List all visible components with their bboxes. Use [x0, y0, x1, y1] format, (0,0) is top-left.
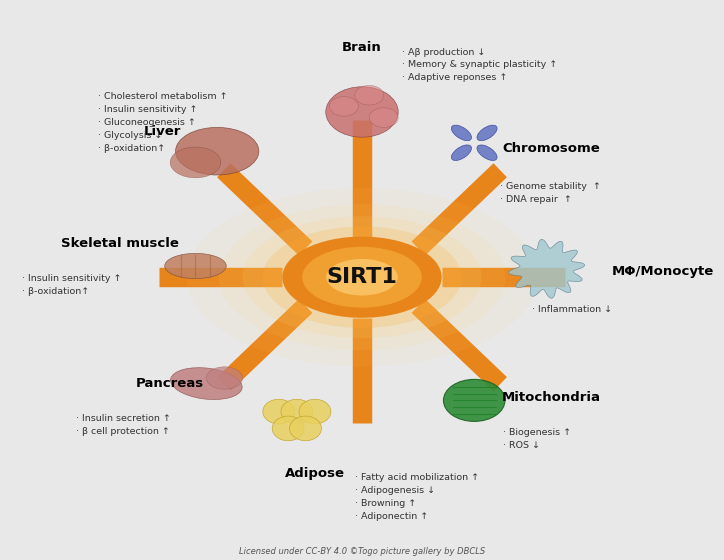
- Circle shape: [299, 399, 331, 424]
- Ellipse shape: [451, 145, 471, 161]
- Ellipse shape: [369, 108, 398, 128]
- Ellipse shape: [219, 204, 505, 351]
- Text: Licensed under CC-BY 4.0 ©Togo picture gallery by DBCLS: Licensed under CC-BY 4.0 ©Togo picture g…: [239, 547, 485, 556]
- Ellipse shape: [187, 188, 537, 366]
- Text: · Insulin secretion ↑
· β cell protection ↑: · Insulin secretion ↑ · β cell protectio…: [76, 414, 171, 436]
- Ellipse shape: [171, 368, 242, 399]
- Ellipse shape: [243, 216, 481, 338]
- Text: · Genome stability  ↑
· DNA repair  ↑: · Genome stability ↑ · DNA repair ↑: [500, 182, 600, 204]
- Text: · Insulin sensitivity ↑
· β-oxidation↑: · Insulin sensitivity ↑ · β-oxidation↑: [22, 274, 121, 296]
- Polygon shape: [509, 239, 585, 298]
- Circle shape: [290, 416, 321, 441]
- Ellipse shape: [206, 367, 243, 389]
- Ellipse shape: [175, 128, 259, 175]
- Text: Brain: Brain: [342, 41, 382, 54]
- Text: · Biogenesis ↑
· ROS ↓: · Biogenesis ↑ · ROS ↓: [503, 428, 571, 450]
- Text: Adipose: Adipose: [285, 466, 345, 480]
- Ellipse shape: [326, 259, 398, 296]
- Text: · Fatty acid mobilization ↑
· Adipogenesis ↓
· Browning ↑
· Adiponectin ↑: · Fatty acid mobilization ↑ · Adipogenes…: [355, 473, 479, 521]
- Text: Liver: Liver: [144, 125, 182, 138]
- Text: Skeletal muscle: Skeletal muscle: [61, 237, 178, 250]
- Ellipse shape: [326, 87, 398, 137]
- Ellipse shape: [165, 253, 226, 279]
- Text: MΦ/Monocyte: MΦ/Monocyte: [612, 265, 714, 278]
- Ellipse shape: [477, 125, 497, 141]
- Text: · Cholesterol metabolism ↑
· Insulin sensitivity ↑
· Gluconeogenesis ↑
· Glycoly: · Cholesterol metabolism ↑ · Insulin sen…: [98, 92, 227, 153]
- Text: Pancreas: Pancreas: [136, 377, 204, 390]
- Ellipse shape: [443, 380, 505, 422]
- Circle shape: [281, 399, 313, 424]
- Ellipse shape: [355, 85, 384, 105]
- Ellipse shape: [170, 147, 221, 178]
- Ellipse shape: [451, 125, 471, 141]
- Ellipse shape: [262, 226, 462, 328]
- Text: · Inflammation ↓: · Inflammation ↓: [532, 305, 613, 314]
- Text: Chromosome: Chromosome: [502, 142, 601, 155]
- Circle shape: [272, 416, 304, 441]
- Text: Mitochondria: Mitochondria: [502, 391, 601, 404]
- Ellipse shape: [477, 145, 497, 161]
- Text: SIRT1: SIRT1: [327, 267, 397, 287]
- Ellipse shape: [303, 247, 421, 307]
- Circle shape: [263, 399, 295, 424]
- Text: · Aβ production ↓
· Memory & synaptic plasticity ↑
· Adaptive reponses ↑: · Aβ production ↓ · Memory & synaptic pl…: [402, 48, 557, 82]
- Ellipse shape: [329, 96, 358, 116]
- Ellipse shape: [282, 237, 442, 318]
